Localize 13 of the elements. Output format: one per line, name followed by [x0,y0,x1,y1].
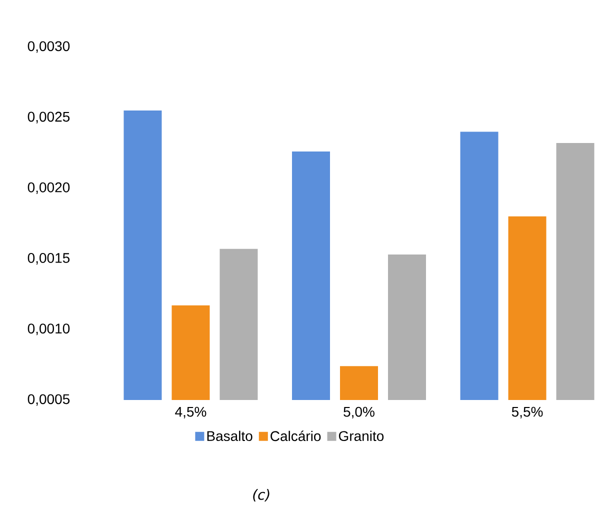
x-tick-label: 4,5% [175,406,206,418]
legend-label: Calcário [270,430,321,442]
y-tick-label: 0,0010 [28,324,70,336]
x-tick-label: 5,0% [344,406,374,418]
y-tick-label: 0,0030 [28,41,70,53]
legend-label: Granito [338,430,384,442]
y-tick-label: 0,0015 [28,252,70,265]
y-tick-label: 0,0025 [28,112,70,124]
legend-label: Basalto [207,430,252,442]
y-tick-label: 0,0005 [28,394,70,406]
text: (c) [253,489,270,502]
x-tick-label: 5,5% [512,406,543,418]
y-tick-label: 0,0020 [28,182,70,194]
